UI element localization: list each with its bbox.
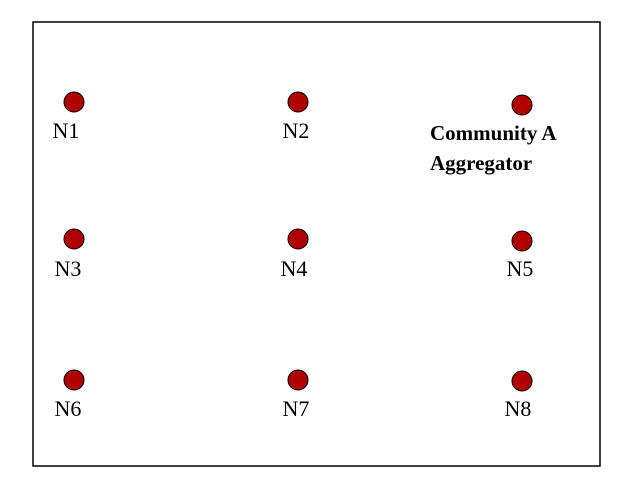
node-label: N3 (55, 256, 82, 281)
node-label: N6 (55, 396, 82, 421)
node-dot (63, 369, 85, 391)
node-dot (63, 91, 85, 113)
node-dot (511, 230, 533, 252)
node-dot (287, 228, 309, 250)
nodes: N1 N2 Community A Aggregator N3 N4 N5 N6 N7 N8 (53, 91, 557, 421)
node-label: N7 (283, 396, 310, 421)
node-dot (287, 91, 309, 113)
node-label: N4 (281, 256, 308, 281)
node-label: N2 (283, 118, 310, 143)
node-dot (511, 370, 533, 392)
node-label: Community A Aggregator (430, 121, 557, 175)
node-dot (511, 94, 533, 116)
node-dot (63, 228, 85, 250)
node-label: N1 (53, 118, 80, 143)
node-label: N5 (507, 256, 534, 281)
frame (32, 21, 601, 467)
node-label: N8 (505, 396, 532, 421)
node-dot (287, 369, 309, 391)
